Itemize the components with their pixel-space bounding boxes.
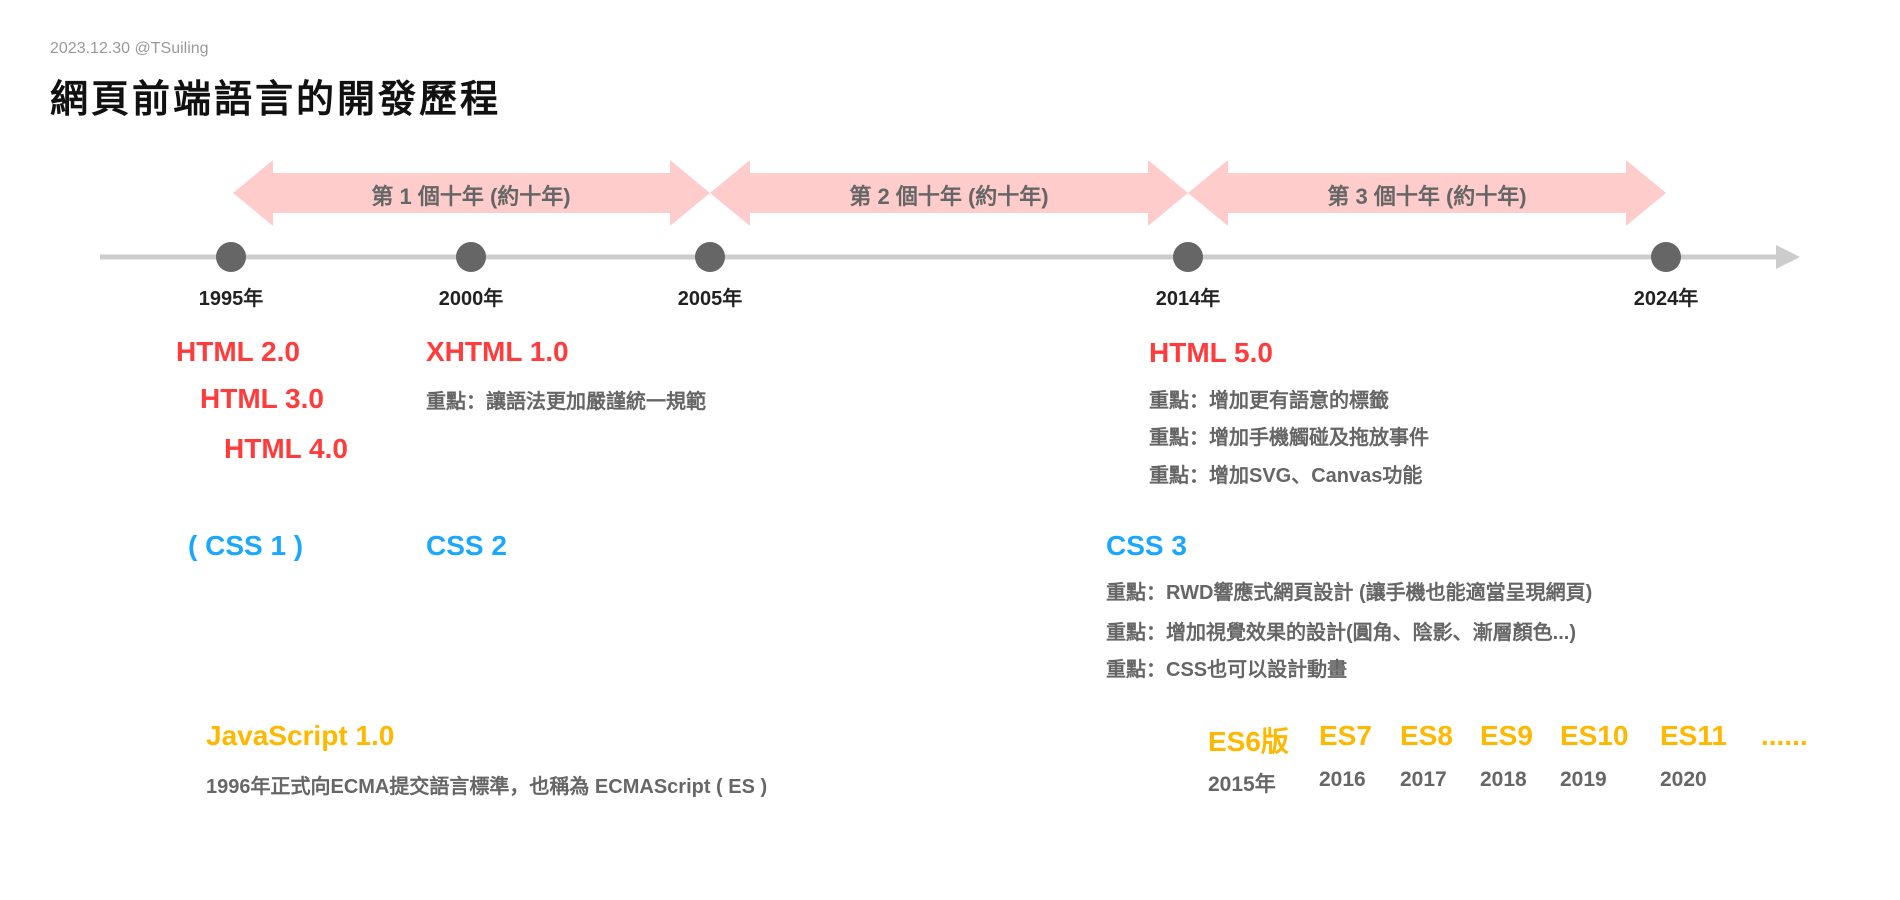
- decade-label-3: 第 3 個十年 (約十年): [1327, 184, 1527, 209]
- milestone-dot-2005: [695, 242, 725, 272]
- milestone-dot-1995: [216, 242, 246, 272]
- year-label-2024: 2024年: [1633, 288, 1699, 310]
- xhtml-label: XHTML 1.0: [426, 336, 569, 367]
- year-label-1995: 1995年: [198, 288, 264, 310]
- es-year: 2017: [1400, 768, 1447, 791]
- css3-note-1: 重點：RWD響應式網頁設計 (讓手機也能適當呈現網頁): [1106, 582, 1593, 604]
- decade-arrow-1: [233, 160, 710, 226]
- javascript-note: 1996年正式向ECMA提交語言標準，也稱為 ECMAScript ( ES ): [206, 776, 768, 798]
- es-version: ES7: [1319, 720, 1372, 751]
- es-year: 2016: [1319, 768, 1366, 791]
- html5-note-2: 重點：增加手機觸碰及拖放事件: [1149, 427, 1429, 449]
- es-year: 2018: [1480, 768, 1527, 791]
- html5-note-1: 重點：增加更有語意的標籤: [1149, 390, 1389, 412]
- css2-label: CSS 2: [426, 530, 507, 561]
- es-version: ES11: [1660, 720, 1727, 751]
- date-author: 2023.12.30 @TSuiling: [50, 40, 209, 57]
- css3-note-2: 重點：增加視覺效果的設計(圓角、陰影、漸層顏色...): [1106, 622, 1576, 644]
- es-version: ES6版: [1208, 726, 1289, 757]
- milestone-dot-2000: [456, 242, 486, 272]
- year-label-2000: 2000年: [438, 288, 504, 310]
- decade-arrow-2: [710, 160, 1188, 226]
- css3-label: CSS 3: [1106, 530, 1187, 561]
- html-4-label: HTML 4.0: [224, 433, 348, 464]
- year-label-2014: 2014年: [1155, 288, 1221, 310]
- es-version: ES8: [1400, 720, 1453, 751]
- decade-label-1: 第 1 個十年 (約十年): [371, 184, 571, 209]
- javascript-label: JavaScript 1.0: [206, 720, 395, 751]
- css1-label: ( CSS 1 ): [188, 530, 304, 561]
- xhtml-note: 重點：讓語法更加嚴謹統一規範: [426, 391, 706, 413]
- es-version-more: ......: [1761, 720, 1808, 751]
- html-2-label: HTML 2.0: [176, 336, 300, 367]
- es-year: 2019: [1560, 768, 1607, 791]
- es-year: 2020: [1660, 768, 1707, 791]
- es-year: 2015年: [1208, 773, 1276, 796]
- milestone-dot-2014: [1173, 242, 1203, 272]
- timeline-arrowhead: [1776, 245, 1800, 269]
- page-title: 網頁前端語言的開發歷程: [50, 79, 502, 121]
- es-version: ES10: [1560, 720, 1629, 751]
- html5-label: HTML 5.0: [1149, 337, 1273, 368]
- year-label-2005: 2005年: [677, 288, 743, 310]
- css3-note-3: 重點：CSS也可以設計動畫: [1106, 659, 1348, 681]
- milestone-dot-2024: [1651, 242, 1681, 272]
- decade-arrow-3: [1188, 160, 1666, 226]
- decade-label-2: 第 2 個十年 (約十年): [849, 184, 1049, 209]
- html5-note-3: 重點：增加SVG、Canvas功能: [1149, 465, 1423, 487]
- html-3-label: HTML 3.0: [200, 383, 324, 414]
- es-version: ES9: [1480, 720, 1533, 751]
